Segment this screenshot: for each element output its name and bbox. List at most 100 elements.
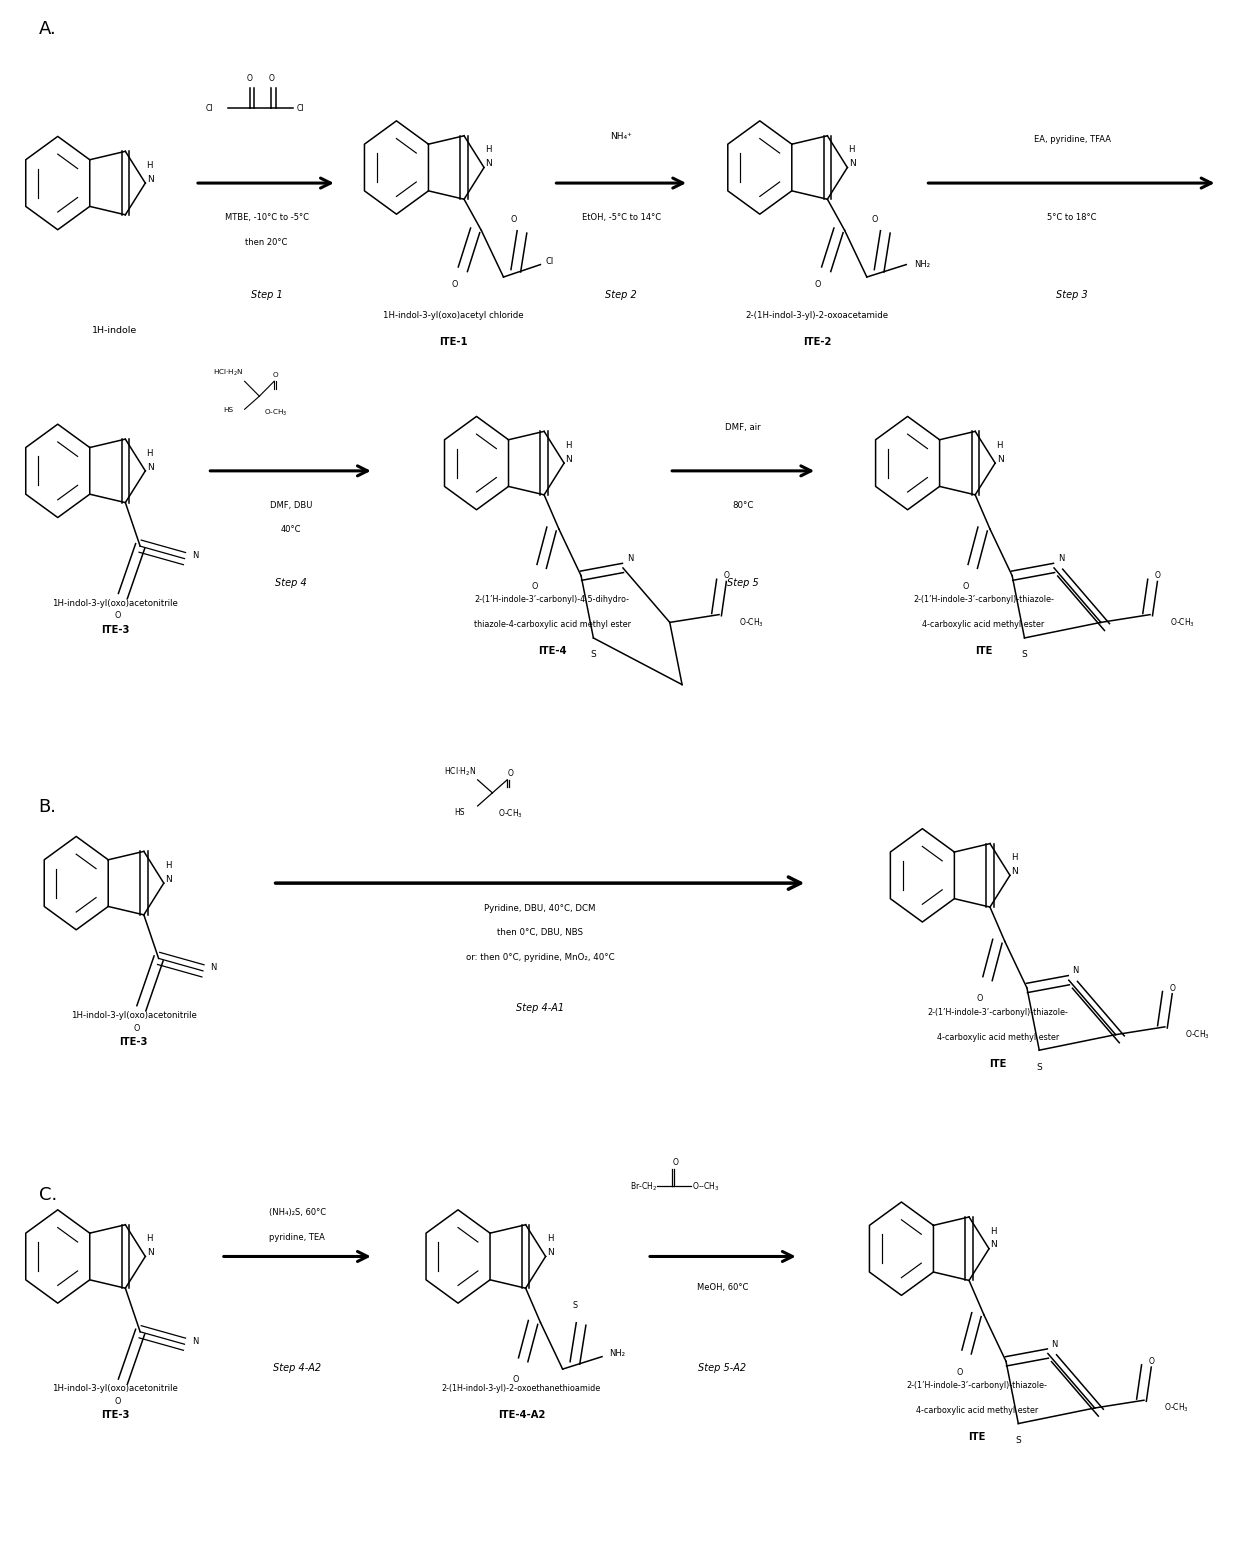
Text: ITE-4-A2: ITE-4-A2 <box>497 1411 546 1420</box>
Text: Step 4-A1: Step 4-A1 <box>516 1003 564 1012</box>
Text: O: O <box>977 995 983 1003</box>
Text: O: O <box>247 74 253 83</box>
Text: O-CH$_3$: O-CH$_3$ <box>739 616 764 629</box>
Text: H: H <box>565 441 572 450</box>
Text: Step 4: Step 4 <box>275 577 308 588</box>
Text: O-CH$_3$: O-CH$_3$ <box>1184 1029 1209 1042</box>
Text: N: N <box>626 554 634 563</box>
Text: Step 1: Step 1 <box>250 289 283 300</box>
Text: N: N <box>1012 866 1018 876</box>
Text: O: O <box>870 216 878 224</box>
Text: EtOH, -5°C to 14°C: EtOH, -5°C to 14°C <box>582 213 661 222</box>
Text: or: then 0°C, pyridine, MnO₂, 40°C: or: then 0°C, pyridine, MnO₂, 40°C <box>466 954 614 962</box>
Text: Step 4-A2: Step 4-A2 <box>273 1364 321 1373</box>
Text: Cl: Cl <box>546 256 553 266</box>
Text: ITE-4: ITE-4 <box>538 646 567 657</box>
Text: 2-(1’H-indole-3’-carbonyl)-thiazole-: 2-(1’H-indole-3’-carbonyl)-thiazole- <box>906 1381 1048 1390</box>
Text: 2-(1’H-indole-3’-carbonyl)-4,5-dihydro-: 2-(1’H-indole-3’-carbonyl)-4,5-dihydro- <box>475 596 630 605</box>
Text: ITE: ITE <box>968 1433 986 1442</box>
Text: NH₂: NH₂ <box>914 260 930 269</box>
Text: N: N <box>849 160 856 169</box>
Text: Pyridine, DBU, 40°C, DCM: Pyridine, DBU, 40°C, DCM <box>484 904 595 912</box>
Text: 4-carboxylic acid methyl ester: 4-carboxylic acid methyl ester <box>916 1406 1038 1415</box>
Text: B.: B. <box>38 798 57 815</box>
Text: HCl·H$_2$N: HCl·H$_2$N <box>213 368 243 377</box>
Text: O: O <box>956 1367 962 1376</box>
Text: H: H <box>485 145 492 155</box>
Text: ITE: ITE <box>975 646 992 657</box>
Text: HS: HS <box>223 407 233 413</box>
Text: pyridine, TEA: pyridine, TEA <box>269 1234 325 1242</box>
Text: N: N <box>146 1248 154 1257</box>
Text: 4-carboxylic acid methyl ester: 4-carboxylic acid methyl ester <box>923 621 1044 629</box>
Text: Br-CH$_2$: Br-CH$_2$ <box>630 1181 657 1193</box>
Text: O: O <box>672 1157 678 1167</box>
Text: Step 2: Step 2 <box>605 289 637 300</box>
Text: 4-carboxylic acid methyl ester: 4-carboxylic acid methyl ester <box>937 1032 1059 1042</box>
Text: H: H <box>1011 854 1018 862</box>
Text: O-CH$_3$: O-CH$_3$ <box>497 809 522 821</box>
Text: N: N <box>486 160 492 169</box>
Text: N: N <box>565 455 573 465</box>
Text: 2-(1H-indol-3-yl)-2-oxoethanethioamide: 2-(1H-indol-3-yl)-2-oxoethanethioamide <box>441 1384 601 1394</box>
Text: N: N <box>211 963 217 973</box>
Text: N: N <box>991 1240 997 1250</box>
Text: NH₂: NH₂ <box>609 1350 625 1358</box>
Text: O: O <box>1154 571 1161 580</box>
Text: S: S <box>590 651 596 660</box>
Text: 1H-indol-3-yl(oxo)acetonitrile: 1H-indol-3-yl(oxo)acetonitrile <box>52 1384 179 1394</box>
Text: then 0°C, DBU, NBS: then 0°C, DBU, NBS <box>497 929 583 937</box>
Text: NH₄⁺: NH₄⁺ <box>610 131 632 141</box>
Text: O: O <box>1169 984 1176 993</box>
Text: DMF, air: DMF, air <box>725 422 761 432</box>
Text: MeOH, 60°C: MeOH, 60°C <box>697 1282 748 1292</box>
Text: O-CH$_3$: O-CH$_3$ <box>264 407 288 418</box>
Text: ITE-3: ITE-3 <box>100 624 129 635</box>
Text: O: O <box>512 1375 520 1384</box>
Text: C.: C. <box>38 1187 57 1204</box>
Text: O: O <box>115 612 122 621</box>
Text: O: O <box>962 582 968 591</box>
Text: H: H <box>848 145 856 155</box>
Text: O: O <box>723 571 729 580</box>
Text: H: H <box>146 161 153 170</box>
Text: N: N <box>146 463 154 472</box>
Text: 1H-indol-3-yl(oxo)acetonitrile: 1H-indol-3-yl(oxo)acetonitrile <box>71 1010 196 1020</box>
Text: Step 5-A2: Step 5-A2 <box>698 1364 746 1373</box>
Text: N: N <box>146 175 154 185</box>
Text: N: N <box>1073 967 1079 976</box>
Text: N: N <box>192 1337 198 1345</box>
Text: 1H-indol-3-yl(oxo)acetonitrile: 1H-indol-3-yl(oxo)acetonitrile <box>52 599 179 607</box>
Text: 80°C: 80°C <box>733 500 754 510</box>
Text: O: O <box>507 769 513 777</box>
Text: O: O <box>1148 1358 1154 1365</box>
Text: (NH₄)₂S, 60°C: (NH₄)₂S, 60°C <box>269 1209 326 1217</box>
Text: H: H <box>547 1234 553 1243</box>
Text: O: O <box>510 216 517 224</box>
Text: O: O <box>133 1024 140 1032</box>
Text: N: N <box>1052 1340 1058 1348</box>
Text: Step 3: Step 3 <box>1056 289 1087 300</box>
Text: Step 5: Step 5 <box>728 577 759 588</box>
Text: O: O <box>115 1397 122 1406</box>
Text: then 20°C: then 20°C <box>246 238 288 247</box>
Text: ITE-3: ITE-3 <box>100 1411 129 1420</box>
Text: ITE: ITE <box>990 1059 1007 1068</box>
Text: 2-(1’H-indole-3’-carbonyl)-thiazole-: 2-(1’H-indole-3’-carbonyl)-thiazole- <box>928 1007 1069 1017</box>
Text: Cl: Cl <box>206 103 213 113</box>
Text: A.: A. <box>38 20 56 38</box>
Text: ITE-1: ITE-1 <box>439 336 467 347</box>
Text: 1H-indole: 1H-indole <box>93 327 138 335</box>
Text: S: S <box>1022 651 1028 660</box>
Text: DMF, DBU: DMF, DBU <box>270 500 312 510</box>
Text: N: N <box>547 1248 554 1257</box>
Text: 2-(1’H-indole-3’-carbonyl)-thiazole-: 2-(1’H-indole-3’-carbonyl)-thiazole- <box>913 596 1054 605</box>
Text: thiazole-4-carboxylic acid methyl ester: thiazole-4-carboxylic acid methyl ester <box>474 621 631 629</box>
Text: H: H <box>165 862 171 870</box>
Text: MTBE, -10°C to -5°C: MTBE, -10°C to -5°C <box>224 213 309 222</box>
Text: O: O <box>273 372 279 377</box>
Text: S: S <box>1037 1062 1042 1071</box>
Text: O: O <box>451 280 458 289</box>
Text: 5°C to 18°C: 5°C to 18°C <box>1048 213 1096 222</box>
Text: ITE-3: ITE-3 <box>119 1037 148 1046</box>
